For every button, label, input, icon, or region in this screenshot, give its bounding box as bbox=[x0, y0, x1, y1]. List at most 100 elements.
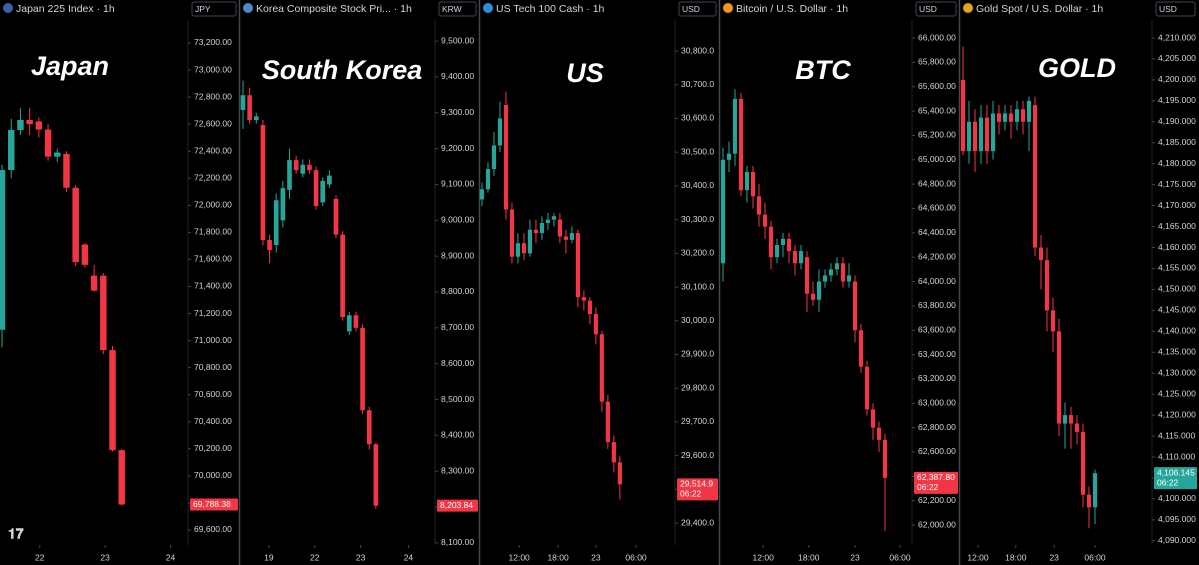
candle-body bbox=[774, 245, 780, 258]
y-tick-label: 4,190.000 bbox=[1158, 116, 1196, 126]
candle-body bbox=[1014, 109, 1020, 122]
candle-body bbox=[1008, 113, 1014, 122]
y-tick-label: 9,100.00 bbox=[441, 179, 474, 189]
y-tick-label: 4,150.000 bbox=[1158, 284, 1196, 294]
candle-body bbox=[984, 117, 990, 152]
y-tick-label: 30,700.0 bbox=[681, 79, 714, 89]
countdown-label: 06:22 bbox=[1157, 477, 1179, 487]
y-tick-label: 4,175.000 bbox=[1158, 179, 1196, 189]
candle-body bbox=[960, 79, 966, 152]
candle-body bbox=[996, 113, 1002, 122]
currency-select[interactable] bbox=[915, 1, 957, 17]
y-tick-label: 8,500.00 bbox=[441, 394, 474, 404]
candle-body bbox=[273, 200, 279, 246]
candle-body bbox=[253, 116, 259, 120]
candle-body bbox=[81, 244, 89, 265]
y-tick-label: 4,170.000 bbox=[1158, 200, 1196, 210]
last-price-box bbox=[914, 471, 958, 494]
candle-body bbox=[804, 257, 810, 294]
candle-body bbox=[864, 366, 870, 410]
y-tick-label: 4,205.000 bbox=[1158, 53, 1196, 63]
candle-body bbox=[267, 240, 272, 251]
candle-body bbox=[762, 214, 768, 227]
candle-body bbox=[479, 189, 485, 200]
candle-body bbox=[118, 450, 125, 505]
y-tick-label: 63,800.00 bbox=[918, 300, 956, 310]
y-tick-label: 30,500.0 bbox=[681, 146, 714, 156]
tv-logo: 𝟏𝟕 bbox=[8, 526, 24, 542]
candle-body bbox=[545, 219, 551, 223]
candle-body bbox=[978, 117, 984, 152]
y-tick-label: 64,000.00 bbox=[918, 276, 956, 286]
y-tick-label: 63,600.00 bbox=[918, 324, 956, 334]
x-tick-label: 12:00 bbox=[509, 552, 531, 562]
y-tick-label: 29,400.0 bbox=[681, 517, 714, 527]
candle-body bbox=[972, 121, 978, 152]
candle-body bbox=[816, 281, 822, 300]
y-tick-label: 4,110.000 bbox=[1158, 451, 1195, 461]
symbol-icon bbox=[483, 3, 493, 13]
countdown-label: 06:22 bbox=[680, 489, 702, 499]
y-tick-label: 4,180.000 bbox=[1158, 158, 1196, 168]
candle-body bbox=[792, 251, 798, 264]
x-tick-label: 19 bbox=[264, 552, 274, 562]
currency-select[interactable] bbox=[191, 1, 237, 17]
last-price-box bbox=[437, 499, 478, 512]
y-tick-label: 71,200.00 bbox=[194, 308, 232, 318]
x-tick-label: 06:00 bbox=[1084, 552, 1106, 562]
candle-body bbox=[539, 222, 545, 234]
candle-body bbox=[503, 104, 509, 210]
y-tick-label: 4,095.000 bbox=[1158, 514, 1196, 524]
candle-body bbox=[90, 275, 98, 291]
x-tick-label: 18:00 bbox=[547, 552, 569, 562]
candle-body bbox=[247, 95, 252, 120]
y-tick-label: 72,400.00 bbox=[194, 145, 232, 155]
y-tick-label: 64,800.00 bbox=[918, 178, 956, 188]
candle-body bbox=[63, 153, 70, 188]
y-tick-label: 4,120.000 bbox=[1158, 409, 1196, 419]
y-tick-label: 63,000.00 bbox=[918, 398, 956, 408]
symbol-title: Gold Spot / U.S. Dollar · 1h bbox=[976, 3, 1103, 15]
y-tick-label: 4,130.000 bbox=[1158, 367, 1196, 377]
y-tick-label: 8,300.00 bbox=[441, 465, 474, 475]
y-tick-label: 8,400.00 bbox=[441, 430, 474, 440]
candle-body bbox=[798, 251, 804, 264]
y-tick-label: 30,300.0 bbox=[681, 214, 714, 224]
candle-body bbox=[575, 233, 580, 298]
y-tick-label: 9,200.00 bbox=[441, 143, 474, 153]
y-tick-label: 64,400.00 bbox=[918, 227, 956, 237]
y-tick-label: 71,000.00 bbox=[194, 335, 232, 345]
currency-label: JPY bbox=[195, 4, 211, 14]
y-tick-label: 70,400.00 bbox=[194, 416, 232, 426]
candle-body bbox=[360, 327, 365, 411]
x-tick-label: 23 bbox=[591, 552, 601, 562]
candle-body bbox=[293, 160, 299, 171]
overlay-label: US bbox=[566, 58, 604, 88]
candle-body bbox=[551, 216, 557, 220]
x-tick-label: 24 bbox=[166, 552, 176, 562]
y-tick-label: 9,400.00 bbox=[441, 71, 474, 81]
y-tick-label: 29,700.0 bbox=[681, 416, 714, 426]
currency-label: USD bbox=[1159, 4, 1177, 14]
currency-select[interactable] bbox=[678, 1, 717, 17]
currency-select[interactable] bbox=[438, 1, 477, 17]
candle-body bbox=[768, 226, 774, 258]
candle-body bbox=[1050, 310, 1056, 332]
symbol-title: Bitcoin / U.S. Dollar · 1h bbox=[736, 3, 848, 15]
candle-body bbox=[828, 269, 834, 276]
x-tick-label: 23 bbox=[356, 552, 366, 562]
y-tick-label: 71,800.00 bbox=[194, 227, 232, 237]
y-tick-label: 63,200.00 bbox=[918, 373, 956, 383]
x-tick-label: 06:00 bbox=[889, 552, 911, 562]
x-tick-label: 06:00 bbox=[625, 552, 647, 562]
candle-body bbox=[756, 196, 762, 215]
candle-body bbox=[599, 334, 604, 402]
candle-body bbox=[786, 238, 792, 252]
candle-body bbox=[852, 281, 858, 331]
candle-body bbox=[557, 219, 563, 237]
candle-body bbox=[521, 243, 527, 254]
currency-select[interactable] bbox=[1155, 1, 1196, 17]
candle-body bbox=[1026, 100, 1032, 122]
y-tick-label: 4,160.000 bbox=[1158, 242, 1196, 252]
